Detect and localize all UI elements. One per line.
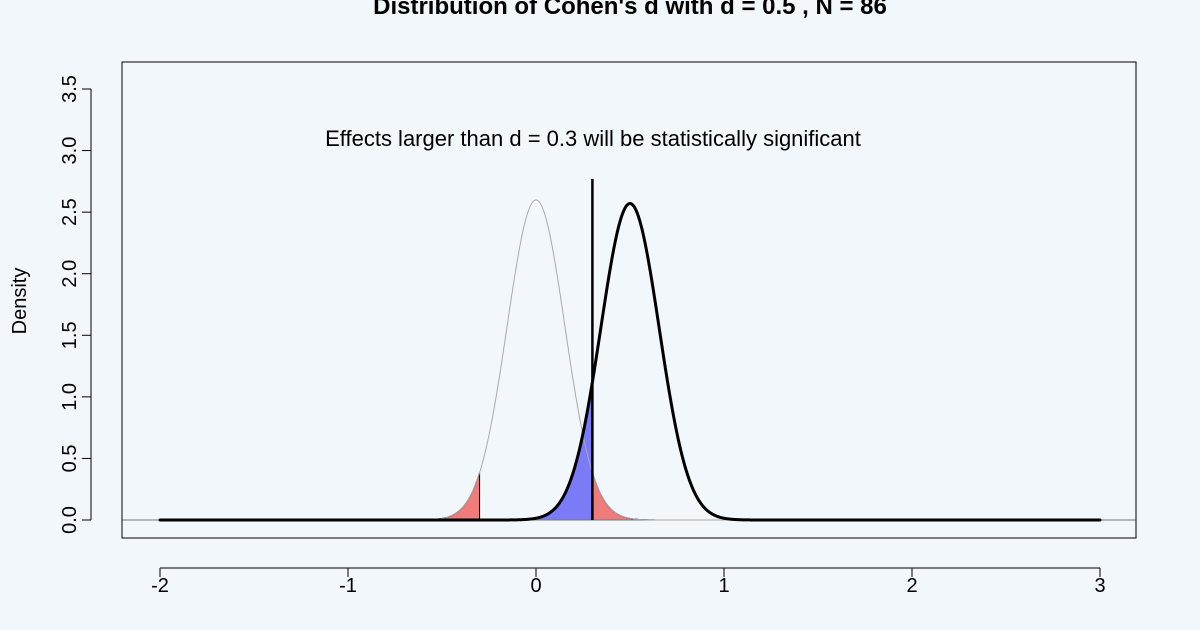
x-tick-label: -2 xyxy=(151,575,169,597)
shaded-region-1 xyxy=(160,472,481,521)
y-tick-label: 3.5 xyxy=(59,75,81,103)
chart-title: Distribution of Cohen's d with d = 0.5 ,… xyxy=(373,0,887,20)
plot-frame xyxy=(121,61,1137,539)
x-tick-label: 0 xyxy=(530,575,541,597)
x-tick-label: -1 xyxy=(339,575,357,597)
shaded-regions xyxy=(160,381,1100,521)
y-axis-label: Density xyxy=(9,268,31,335)
effect-distribution-curve xyxy=(158,202,1102,522)
y-tick-label: 1.5 xyxy=(59,321,81,349)
y-axis: 0.0 0.5 1.0 1.5 2.0 2.5 3.0 3.5 xyxy=(59,75,92,534)
y-tick-label: 2.0 xyxy=(59,260,81,288)
x-axis: -2 -1 0 1 2 3 xyxy=(151,567,1106,597)
x-tick-label: 3 xyxy=(1094,575,1105,597)
annotation-text: Effects larger than d = 0.3 will be stat… xyxy=(325,126,861,151)
distribution-curves xyxy=(158,199,1102,522)
null-distribution-curve xyxy=(159,199,1101,521)
shaded-region-3 xyxy=(160,381,593,521)
shaded-region-2 xyxy=(591,472,1100,521)
x-tick-label: 1 xyxy=(718,575,729,597)
x-tick-label: 2 xyxy=(906,575,917,597)
y-tick-label: 2.5 xyxy=(59,198,81,226)
y-tick-label: 0.0 xyxy=(59,506,81,534)
y-tick-label: 0.5 xyxy=(59,445,81,473)
y-tick-label: 3.0 xyxy=(59,137,81,165)
y-tick-label: 1.0 xyxy=(59,383,81,411)
